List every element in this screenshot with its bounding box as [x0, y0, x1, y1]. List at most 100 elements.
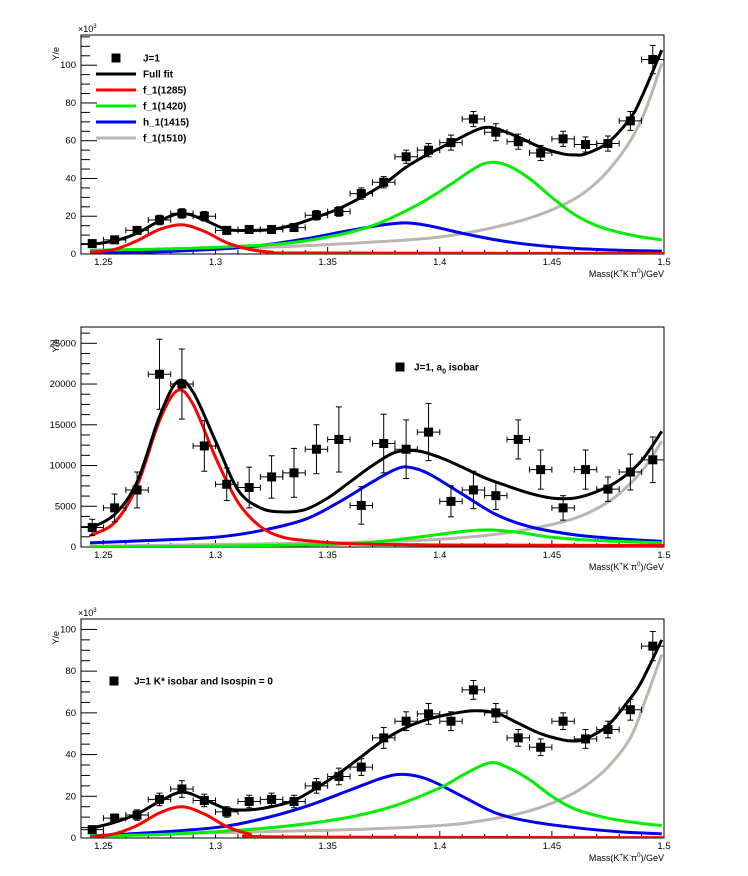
data-point [372, 176, 396, 189]
data-point [327, 767, 351, 786]
data-marker [311, 444, 321, 454]
data-marker [446, 138, 456, 148]
y-axis-title: Y/e [51, 631, 61, 645]
data-points [80, 631, 665, 835]
data-point [192, 211, 217, 222]
legend: J=1, a0 isobar [395, 362, 479, 376]
legend-entry: J=1 K* isobar and Isospin = 0 [109, 676, 273, 688]
data-point [573, 729, 598, 749]
data-marker [558, 716, 568, 726]
data-marker [177, 784, 187, 794]
data-marker [110, 503, 120, 513]
data-point [147, 792, 172, 807]
data-point [528, 449, 553, 490]
data-marker [491, 708, 501, 718]
data-marker [289, 223, 299, 233]
data-point [596, 720, 620, 739]
data-point [641, 44, 665, 75]
curve-h-1-1415 [89, 221, 662, 254]
curve-f-1-1285 [89, 223, 664, 254]
data-marker [581, 734, 591, 744]
data-point [80, 239, 104, 249]
data-point [237, 794, 261, 809]
legend-marker [109, 676, 119, 686]
curve-f-1-1420 [89, 160, 662, 252]
data-marker [199, 441, 209, 451]
data-point [372, 726, 396, 749]
data-marker [558, 134, 568, 144]
data-marker [603, 484, 613, 494]
data-point [80, 825, 104, 835]
legend-entry: f_1(1285) [96, 86, 186, 97]
y-tick-label: 25000 [50, 338, 76, 349]
data-point [416, 702, 441, 725]
data-marker [110, 235, 120, 245]
y-exponent-label: ×103 [78, 24, 97, 34]
x-tick-label: 1.45 [543, 841, 562, 852]
y-tick-label: 20 [65, 791, 76, 802]
data-marker [424, 145, 434, 155]
y-tick-label: 0 [71, 833, 76, 844]
data-point [259, 455, 284, 499]
legend-label: J=1 K* isobar and Isospin = 0 [134, 677, 273, 688]
data-marker [334, 771, 344, 781]
data-point [192, 793, 217, 808]
data-point [461, 110, 486, 128]
data-marker [334, 434, 344, 444]
curve-full-fit [89, 639, 664, 831]
data-marker [401, 444, 411, 454]
data-point [528, 738, 553, 757]
data-marker [558, 503, 568, 513]
legend-entry: f_1(1510) [96, 134, 186, 145]
data-marker [110, 813, 120, 823]
data-point [102, 235, 127, 245]
data-marker [154, 215, 164, 225]
x-tick-label: 1.25 [94, 257, 113, 268]
data-marker [536, 148, 546, 158]
y-tick-label: 10000 [50, 461, 76, 472]
x-axis-title: Mass(K+K-π0)/GeV [589, 269, 664, 279]
data-marker [648, 455, 658, 465]
data-marker [244, 483, 254, 493]
data-point [551, 712, 575, 731]
data-point [147, 214, 172, 226]
data-point [641, 436, 665, 484]
curve-h-1-1415 [89, 465, 662, 545]
data-marker [87, 522, 97, 532]
data-point [596, 135, 620, 152]
curve-f-1-1510 [89, 62, 664, 253]
data-marker [132, 810, 142, 820]
data-marker [334, 207, 344, 217]
data-marker [424, 709, 434, 719]
data-marker [401, 716, 411, 726]
data-marker [648, 55, 658, 65]
data-point [304, 210, 329, 221]
x-tick-label: 1.5 [657, 841, 670, 852]
curve-h-1-1415 [89, 772, 662, 838]
x-tick-label: 1.5 [657, 257, 670, 268]
data-points [80, 44, 665, 249]
y-tick-label: 5000 [55, 501, 76, 512]
fit-curves [89, 49, 664, 254]
data-marker [379, 733, 389, 743]
data-point [170, 348, 194, 420]
data-marker [199, 211, 209, 221]
data-marker [581, 465, 591, 475]
curve-f-1-1510 [89, 440, 664, 547]
data-point [416, 143, 441, 158]
data-point [304, 424, 329, 475]
data-marker [132, 225, 142, 235]
data-marker [491, 127, 501, 137]
data-point [439, 485, 463, 518]
data-point [484, 481, 508, 511]
data-marker [267, 472, 277, 482]
data-point [506, 729, 530, 747]
plot-frame [80, 618, 665, 839]
data-point [484, 123, 508, 142]
data-point [551, 495, 575, 521]
legend-label: h_1(1415) [143, 118, 189, 129]
legend-entry: J=1 [111, 53, 160, 65]
